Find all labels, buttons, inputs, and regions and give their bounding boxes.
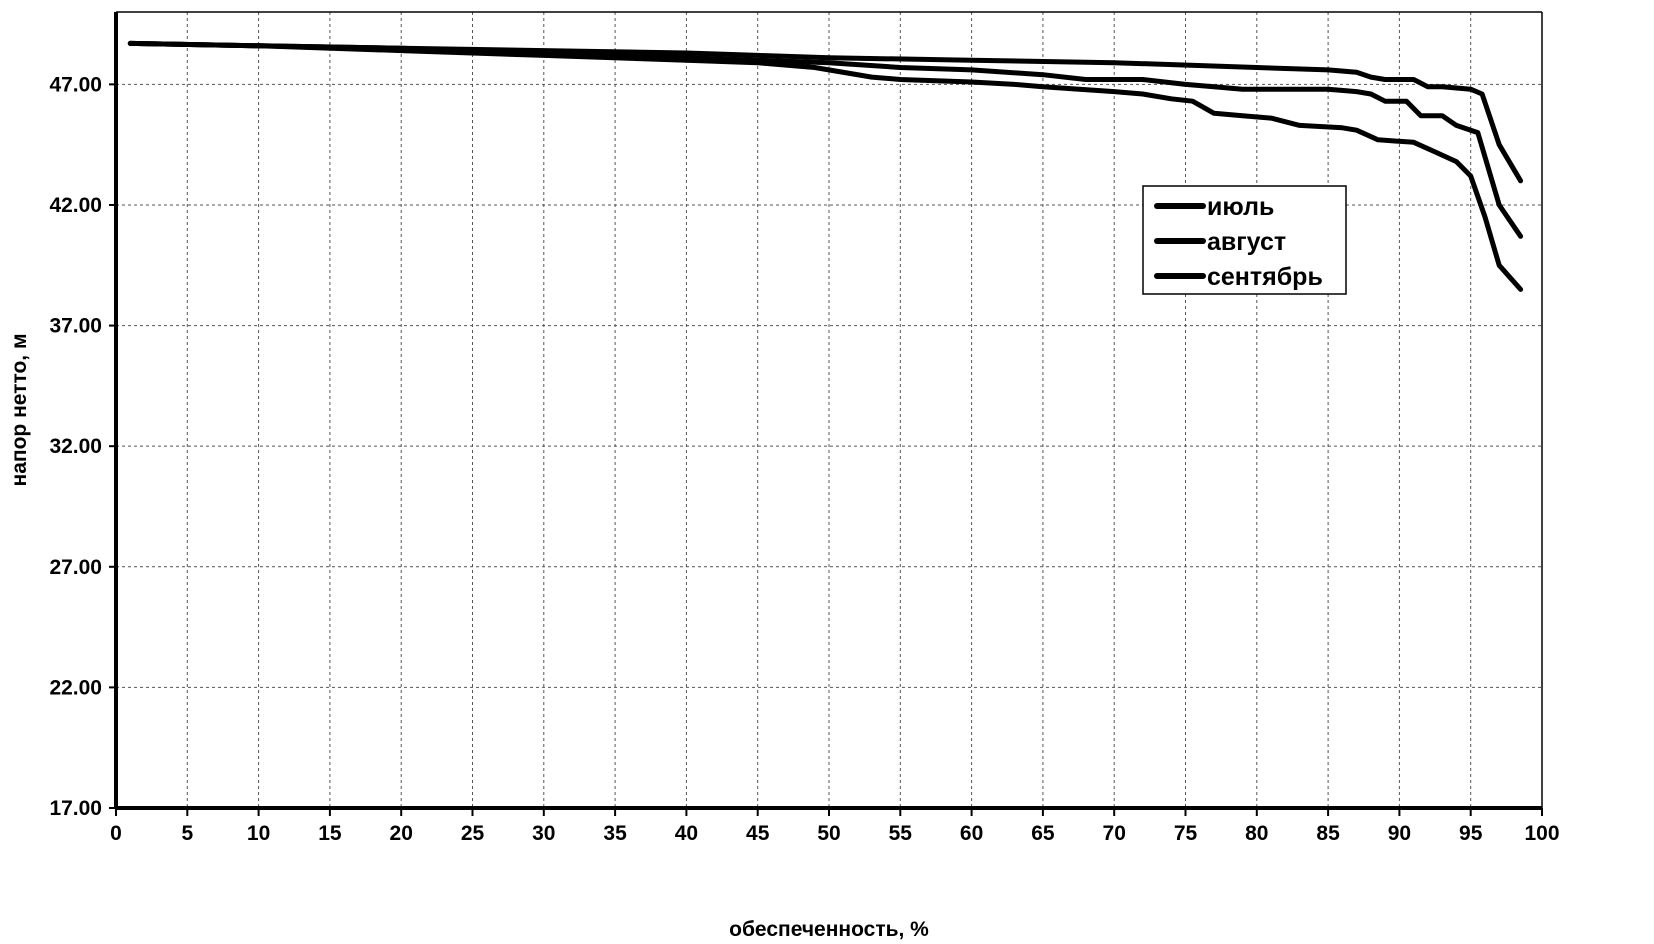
y-tick-label-1: 22.00 (49, 676, 102, 699)
x-tick-label-16: 80 (1245, 822, 1268, 845)
axes (109, 11, 1543, 816)
x-tick-label-14: 70 (1103, 822, 1126, 845)
y-tick-label-2: 27.00 (49, 556, 102, 579)
legend-label-0: июль (1207, 193, 1274, 221)
x-tick-label-4: 20 (390, 822, 413, 845)
x-tick-label-6: 30 (532, 822, 555, 845)
x-tick-label-13: 65 (1031, 822, 1055, 845)
x-tick-label-2: 10 (247, 822, 270, 845)
y-tick-label-3: 32.00 (49, 435, 102, 458)
y-tick-label-4: 37.00 (49, 315, 102, 338)
legend-label-2: сентябрь (1207, 263, 1323, 291)
legend: июль август сентябрь (1142, 185, 1347, 295)
x-tick-label-10: 50 (817, 822, 840, 845)
x-tick-label-5: 25 (461, 822, 485, 845)
x-tick-label-20: 100 (1524, 822, 1559, 845)
y-tick-label-5: 42.00 (49, 194, 102, 217)
x-tick-label-8: 40 (675, 822, 698, 845)
y-tick-label-0: 17.00 (49, 797, 102, 820)
x-tick-label-18: 90 (1388, 822, 1411, 845)
x-tick-label-12: 60 (960, 822, 983, 845)
x-tick-label-0: 0 (110, 822, 122, 845)
x-tick-label-17: 85 (1316, 822, 1340, 845)
x-tick-label-9: 45 (746, 822, 770, 845)
x-tick-label-19: 95 (1459, 822, 1483, 845)
series-line-2 (127, 40, 1524, 292)
legend-label-1: август (1207, 228, 1286, 256)
series-line-0 (127, 40, 1524, 184)
x-tick-label-11: 55 (889, 822, 913, 845)
tick-labels: 0 5 10 15 20 25 30 35 40 45 50 55 60 65 70 75 80 85 90 95 10… (49, 73, 1559, 845)
x-tick-label-1: 5 (181, 822, 193, 845)
y-tick-label-6: 47.00 (49, 73, 102, 96)
grid (116, 12, 1542, 808)
x-tick-label-15: 75 (1174, 822, 1198, 845)
series-layer (127, 40, 1524, 292)
y-axis-title: напор нетто, м (8, 334, 31, 487)
x-axis-title: обеспеченность, % (729, 918, 929, 941)
x-tick-label-7: 35 (603, 822, 627, 845)
x-tick-label-3: 15 (318, 822, 342, 845)
